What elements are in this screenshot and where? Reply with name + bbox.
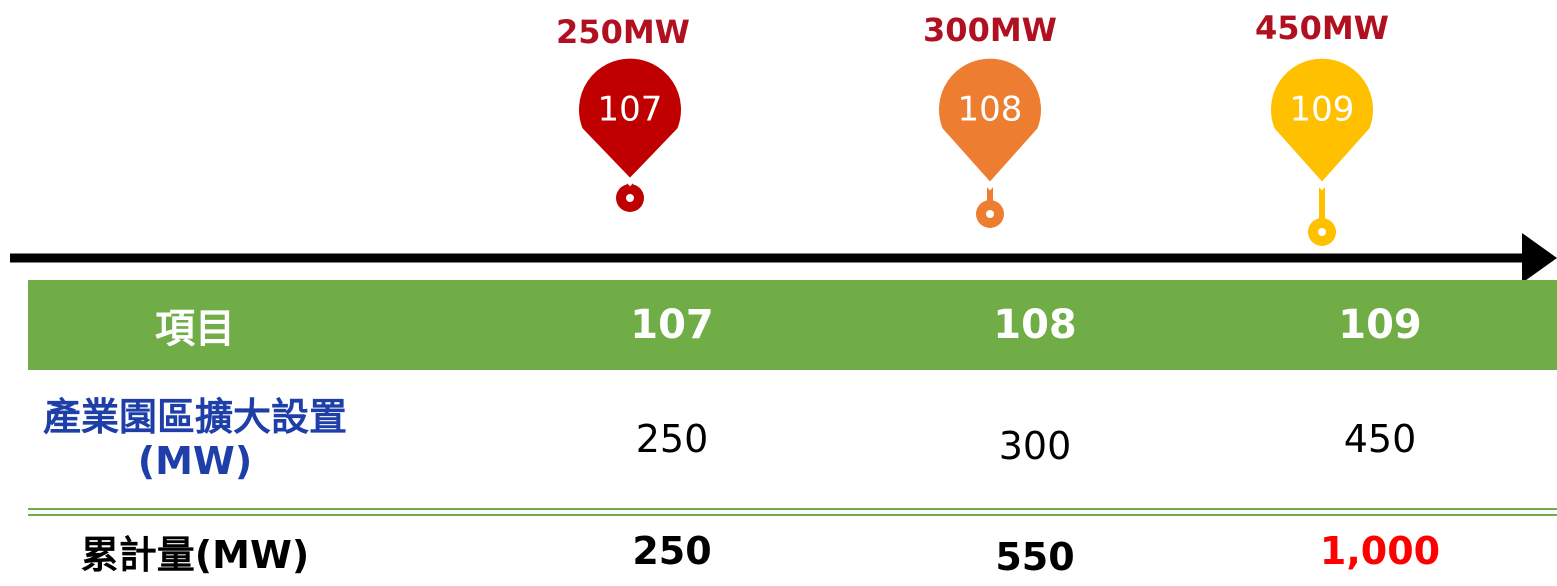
row-label: 累計量(MW) xyxy=(80,532,310,577)
header-cell: 107 xyxy=(630,302,714,348)
header-cell: 108 xyxy=(993,302,1077,348)
table-cell: 250 xyxy=(635,417,709,461)
table-cell: 1,000 xyxy=(1319,529,1441,573)
marker: 107 250MW xyxy=(554,11,692,212)
marker-pin xyxy=(1265,52,1379,191)
marker-label: 250MW xyxy=(556,13,690,51)
table-row: 產業園區擴大設置 (MW) 250 300 450 xyxy=(28,370,1557,510)
table-cell: 550 xyxy=(995,535,1075,579)
marker-dot-center xyxy=(1318,228,1326,236)
header-cell: 109 xyxy=(1338,302,1422,348)
marker-dot-center xyxy=(626,194,634,202)
marker-year: 108 xyxy=(958,90,1023,130)
timeline: 107 250MW 108 300MW 109 450MW xyxy=(10,7,1557,280)
table: 項目 107 108 109 產業園區擴大設置 (MW) 250 300 450… xyxy=(28,280,1557,586)
table-cell: 300 xyxy=(998,424,1072,468)
marker: 108 300MW xyxy=(921,9,1059,228)
marker-pin xyxy=(933,52,1047,191)
table-cell: 250 xyxy=(632,529,712,573)
marker-pin xyxy=(573,52,687,187)
marker-label: 300MW xyxy=(923,11,1057,49)
marker-dot-center xyxy=(986,210,994,218)
header-cell: 項目 xyxy=(155,306,235,352)
marker: 109 450MW xyxy=(1253,7,1391,246)
marker-label: 450MW xyxy=(1255,9,1389,47)
table-header: 項目 107 108 109 xyxy=(28,280,1557,370)
arrow-head xyxy=(1522,233,1557,280)
marker-year: 109 xyxy=(1290,90,1355,130)
table-cell: 450 xyxy=(1343,417,1417,461)
marker-year: 107 xyxy=(598,90,663,130)
table-row: 累計量(MW) 250 550 1,000 xyxy=(28,514,1557,586)
row-label: 產業園區擴大設置 (MW) xyxy=(42,395,347,483)
